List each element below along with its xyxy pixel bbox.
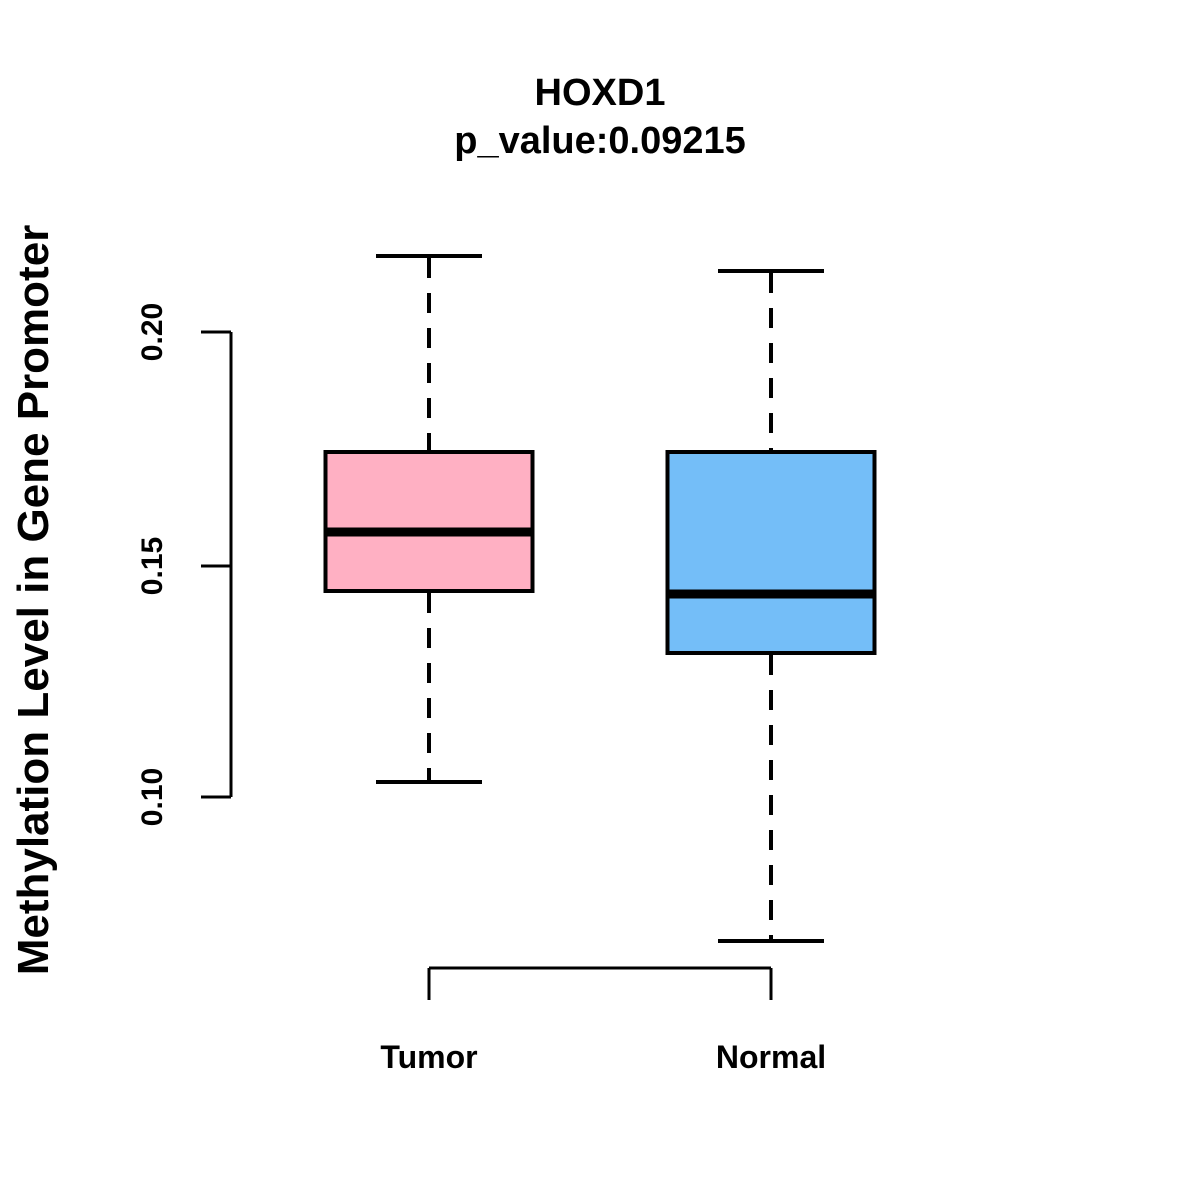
y-tick-label-015: 0.15 [136,537,169,595]
normal-boxplot [665,269,877,943]
y-tick-label-020: 0.20 [136,303,169,361]
chart-title: HOXD1 [535,72,666,114]
tumor-box [323,450,535,593]
tumor-boxplot [323,254,535,784]
x-label-normal: Normal [716,1039,826,1075]
y-tick-label-010: 0.10 [136,768,169,826]
y-axis-label: Methylation Level in Gene Promoter [9,225,58,976]
chart-subtitle-pvalue: p_value:0.09215 [454,120,746,162]
x-axis [427,966,773,1000]
normal-box [665,450,877,655]
x-label-tumor: Tumor [380,1039,477,1075]
